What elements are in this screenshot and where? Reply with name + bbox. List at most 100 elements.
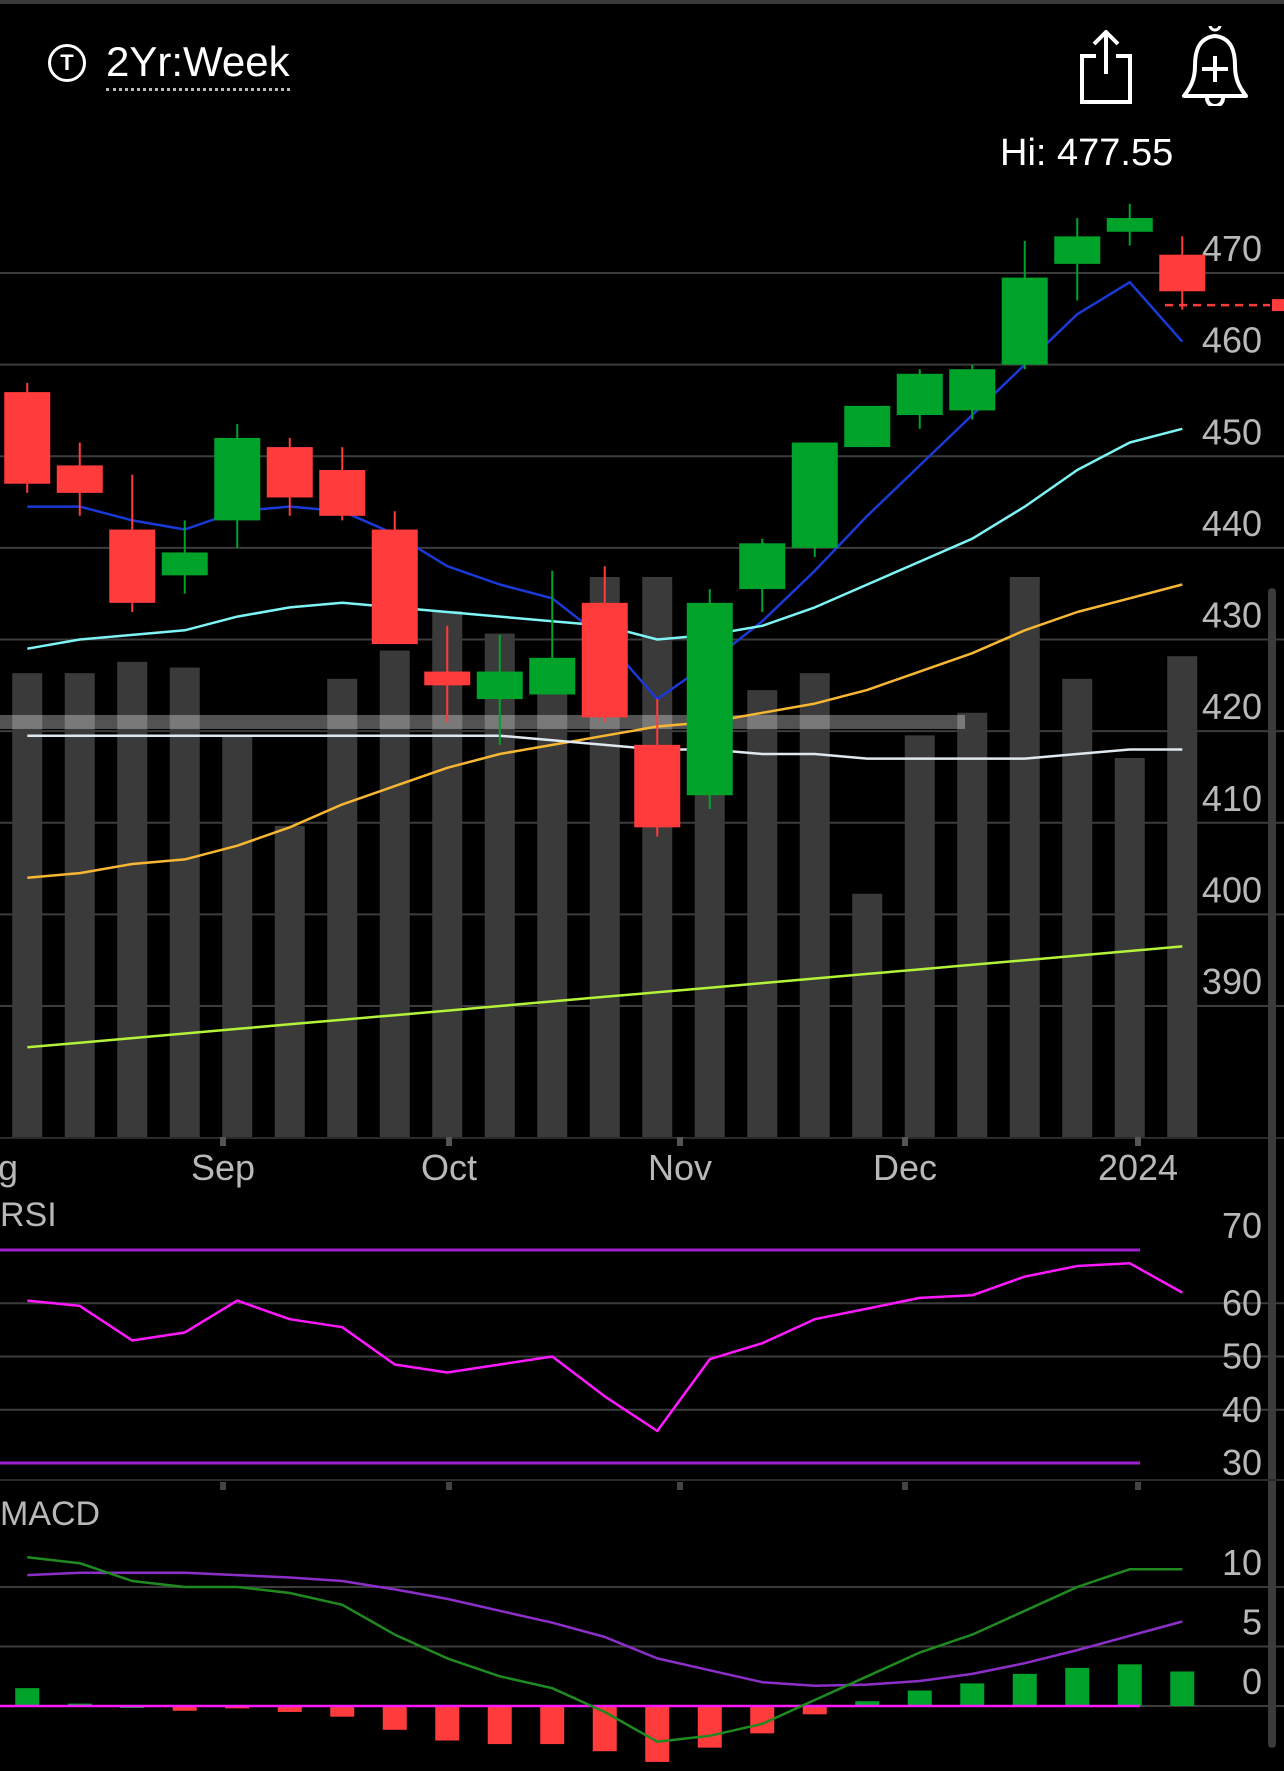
- macd-histogram-bar: [487, 1706, 512, 1745]
- current-price-marker: [1272, 299, 1284, 312]
- chart-header: T 2Yr:Week: [0, 0, 1284, 120]
- volume-bar: [327, 678, 358, 1137]
- x-axis-label: Oct: [421, 1147, 477, 1188]
- macd-axis-label: 10: [1222, 1542, 1262, 1583]
- price-axis-label: 400: [1202, 869, 1262, 910]
- symbol-badge-icon[interactable]: T: [48, 44, 86, 82]
- macd-histogram-bar: [1065, 1667, 1090, 1706]
- volume-bar: [1167, 656, 1198, 1137]
- range-selector[interactable]: 2Yr:Week: [106, 38, 290, 91]
- rsi-axis-label: 40: [1222, 1389, 1262, 1430]
- volume-bar: [799, 673, 830, 1137]
- macd-histogram-bar: [1170, 1671, 1195, 1706]
- candle-body: [319, 469, 366, 516]
- candle-body: [1159, 254, 1206, 292]
- rsi-panel-label: RSI: [0, 1196, 57, 1234]
- candle-body: [581, 602, 628, 718]
- price-axis-label: 390: [1202, 961, 1262, 1002]
- candle-body: [844, 405, 891, 448]
- moving-average-line-5: [27, 945, 1183, 1049]
- candle-body: [1054, 236, 1101, 264]
- macd-histogram-bar: [1117, 1664, 1142, 1706]
- volume-bar: [957, 712, 988, 1137]
- candle-body: [56, 465, 103, 493]
- volume-bar: [274, 825, 305, 1137]
- candle-body: [791, 442, 838, 548]
- volume-bar: [747, 690, 778, 1137]
- macd-histogram-bar: [172, 1706, 197, 1711]
- add-alert-bell-icon[interactable]: [1180, 26, 1250, 106]
- macd-histogram-bar: [1012, 1673, 1037, 1706]
- volume-bar: [537, 673, 568, 1137]
- price-axis-label: 420: [1202, 686, 1262, 727]
- x-axis-label: g: [0, 1147, 18, 1188]
- candle-body: [949, 369, 996, 411]
- volume-bar: [1009, 577, 1040, 1137]
- top-divider: [0, 0, 1284, 4]
- macd-histogram-bar: [15, 1688, 40, 1706]
- macd-histogram-bar: [277, 1706, 302, 1712]
- x-axis-label: 2024: [1098, 1147, 1178, 1188]
- moving-average-line-3: [27, 583, 1183, 879]
- price-axis-label: 460: [1202, 320, 1262, 361]
- x-axis-label: Sep: [191, 1147, 255, 1188]
- macd-line: [27, 1556, 1183, 1743]
- share-icon[interactable]: [1076, 26, 1136, 106]
- scroll-indicator: [1268, 588, 1276, 1748]
- volume-overlay-band: [0, 714, 965, 729]
- macd-panel-label: MACD: [0, 1495, 100, 1533]
- macd-histogram-bar: [907, 1690, 932, 1706]
- volume-bar: [1062, 678, 1093, 1137]
- rsi-axis-label: 60: [1222, 1282, 1262, 1323]
- macd-histogram-bar: [435, 1706, 460, 1741]
- candle-body: [634, 744, 681, 828]
- candle-body: [214, 437, 261, 521]
- macd-histogram-bar: [802, 1706, 827, 1715]
- candle-body: [529, 657, 576, 695]
- x-axis-label: Dec: [873, 1147, 937, 1188]
- candle-body: [161, 552, 208, 576]
- candle-body: [371, 529, 418, 645]
- volume-bar: [117, 661, 148, 1137]
- high-price-label: Hi: 477.55: [1000, 132, 1174, 174]
- candle-body: [896, 373, 943, 416]
- price-axis-label: 430: [1202, 595, 1262, 636]
- rsi-line: [27, 1262, 1183, 1433]
- macd-histogram-bar: [330, 1706, 355, 1717]
- volume-bar: [904, 735, 935, 1137]
- price-axis-label: 410: [1202, 778, 1262, 819]
- macd-signal-line: [27, 1571, 1183, 1688]
- macd-axis-label: 0: [1242, 1661, 1262, 1702]
- candle-body: [4, 392, 51, 484]
- volume-bar: [642, 577, 673, 1137]
- candle-body: [476, 671, 523, 700]
- candle-body: [1106, 218, 1153, 232]
- moving-average-line-4: [27, 734, 1183, 760]
- macd-histogram-bar: [697, 1706, 722, 1748]
- rsi-axis-label: 50: [1222, 1336, 1262, 1377]
- volume-bar: [1114, 758, 1145, 1137]
- volume-bar: [64, 673, 95, 1137]
- macd-histogram-bar: [645, 1706, 670, 1762]
- candle-body: [424, 671, 471, 686]
- candle-body: [109, 529, 156, 603]
- candle-body: [686, 602, 733, 796]
- price-axis-label: 450: [1202, 411, 1262, 452]
- volume-bar: [852, 893, 883, 1137]
- price-axis-label: 470: [1202, 228, 1262, 269]
- macd-histogram-bar: [960, 1683, 985, 1706]
- rsi-axis-label: 30: [1222, 1442, 1262, 1483]
- candle-body: [266, 447, 313, 498]
- candle-body: [1001, 277, 1048, 365]
- volume-bar: [222, 735, 253, 1137]
- rsi-axis-label: 70: [1222, 1205, 1262, 1246]
- price-axis-label: 440: [1202, 503, 1262, 544]
- volume-bar: [169, 667, 200, 1137]
- macd-histogram-bar: [592, 1706, 617, 1752]
- volume-bar: [379, 650, 410, 1137]
- macd-histogram-bar: [540, 1706, 565, 1745]
- macd-histogram-bar: [855, 1701, 880, 1706]
- candle-body: [739, 543, 786, 590]
- volume-bar: [12, 673, 43, 1137]
